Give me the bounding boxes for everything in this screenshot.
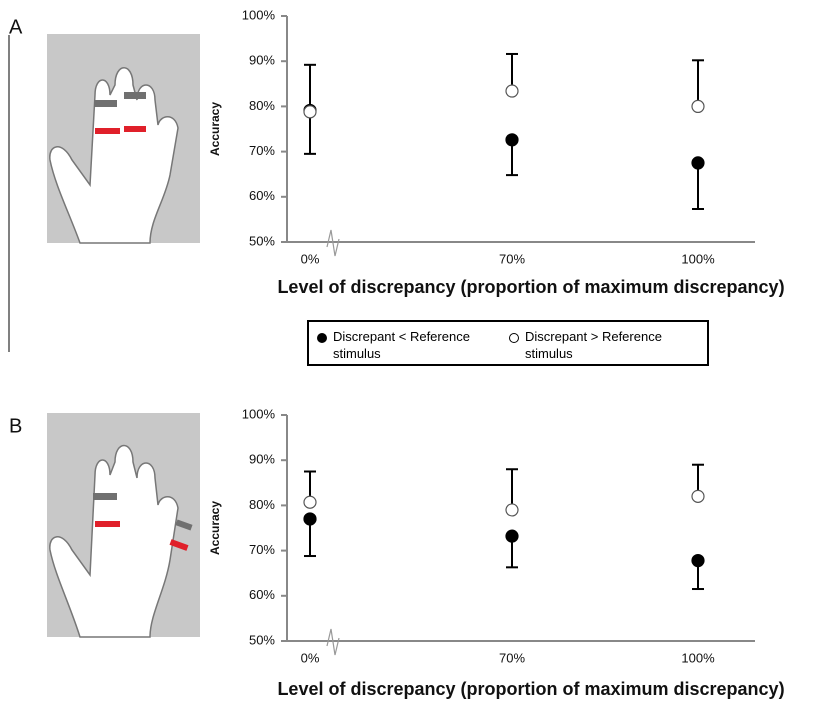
- legend: Discrepant < Reference stimulus Discrepa…: [307, 320, 709, 366]
- legend-marker: [317, 333, 327, 343]
- y-tick-label: 60%: [249, 188, 275, 203]
- hand-illustration: [47, 34, 200, 244]
- hand-illustration: [47, 413, 200, 638]
- y-tick-label: 70%: [249, 542, 275, 557]
- y-tick-label: 90%: [249, 53, 275, 68]
- x-tick-label: 70%: [499, 650, 525, 665]
- data-point: [505, 503, 519, 517]
- y-tick-label: 80%: [249, 98, 275, 113]
- y-tick-label: 100%: [242, 7, 276, 22]
- panel-label: A: [9, 16, 23, 38]
- data-point: [505, 84, 519, 98]
- panel-label: B: [9, 415, 22, 437]
- x-tick-label: 0%: [301, 650, 320, 665]
- y-tick-label: 50%: [249, 233, 275, 248]
- y-axis-label: Accuracy: [208, 501, 222, 555]
- data-point: [691, 99, 705, 114]
- x-tick-label: 0%: [301, 251, 320, 266]
- y-tick-label: 60%: [249, 587, 275, 602]
- data-point: [303, 105, 317, 119]
- data-point: [691, 553, 705, 568]
- axis-break: [326, 628, 340, 656]
- data-point: [691, 489, 705, 503]
- y-axis-label: Accuracy: [208, 102, 222, 156]
- x-tick-label: 100%: [681, 251, 715, 266]
- x-axis-label: Level of discrepancy (proportion of maxi…: [277, 679, 784, 699]
- y-tick-label: 50%: [249, 632, 275, 647]
- legend-marker: [509, 333, 519, 343]
- legend-label: Discrepant > Reference stimulus: [525, 329, 662, 361]
- y-tick-label: 70%: [249, 143, 275, 158]
- data-point: [303, 512, 317, 526]
- legend-label: Discrepant < Reference stimulus: [333, 329, 470, 361]
- axis-break: [326, 229, 340, 257]
- y-tick-label: 90%: [249, 452, 275, 467]
- data-point: [303, 495, 317, 509]
- y-tick-label: 100%: [242, 406, 276, 421]
- x-tick-label: 70%: [499, 251, 525, 266]
- data-point: [505, 529, 519, 543]
- y-tick-label: 80%: [249, 497, 275, 512]
- data-point: [691, 156, 705, 170]
- data-point: [505, 133, 519, 147]
- x-axis-label: Level of discrepancy (proportion of maxi…: [277, 277, 784, 297]
- x-tick-label: 100%: [681, 650, 715, 665]
